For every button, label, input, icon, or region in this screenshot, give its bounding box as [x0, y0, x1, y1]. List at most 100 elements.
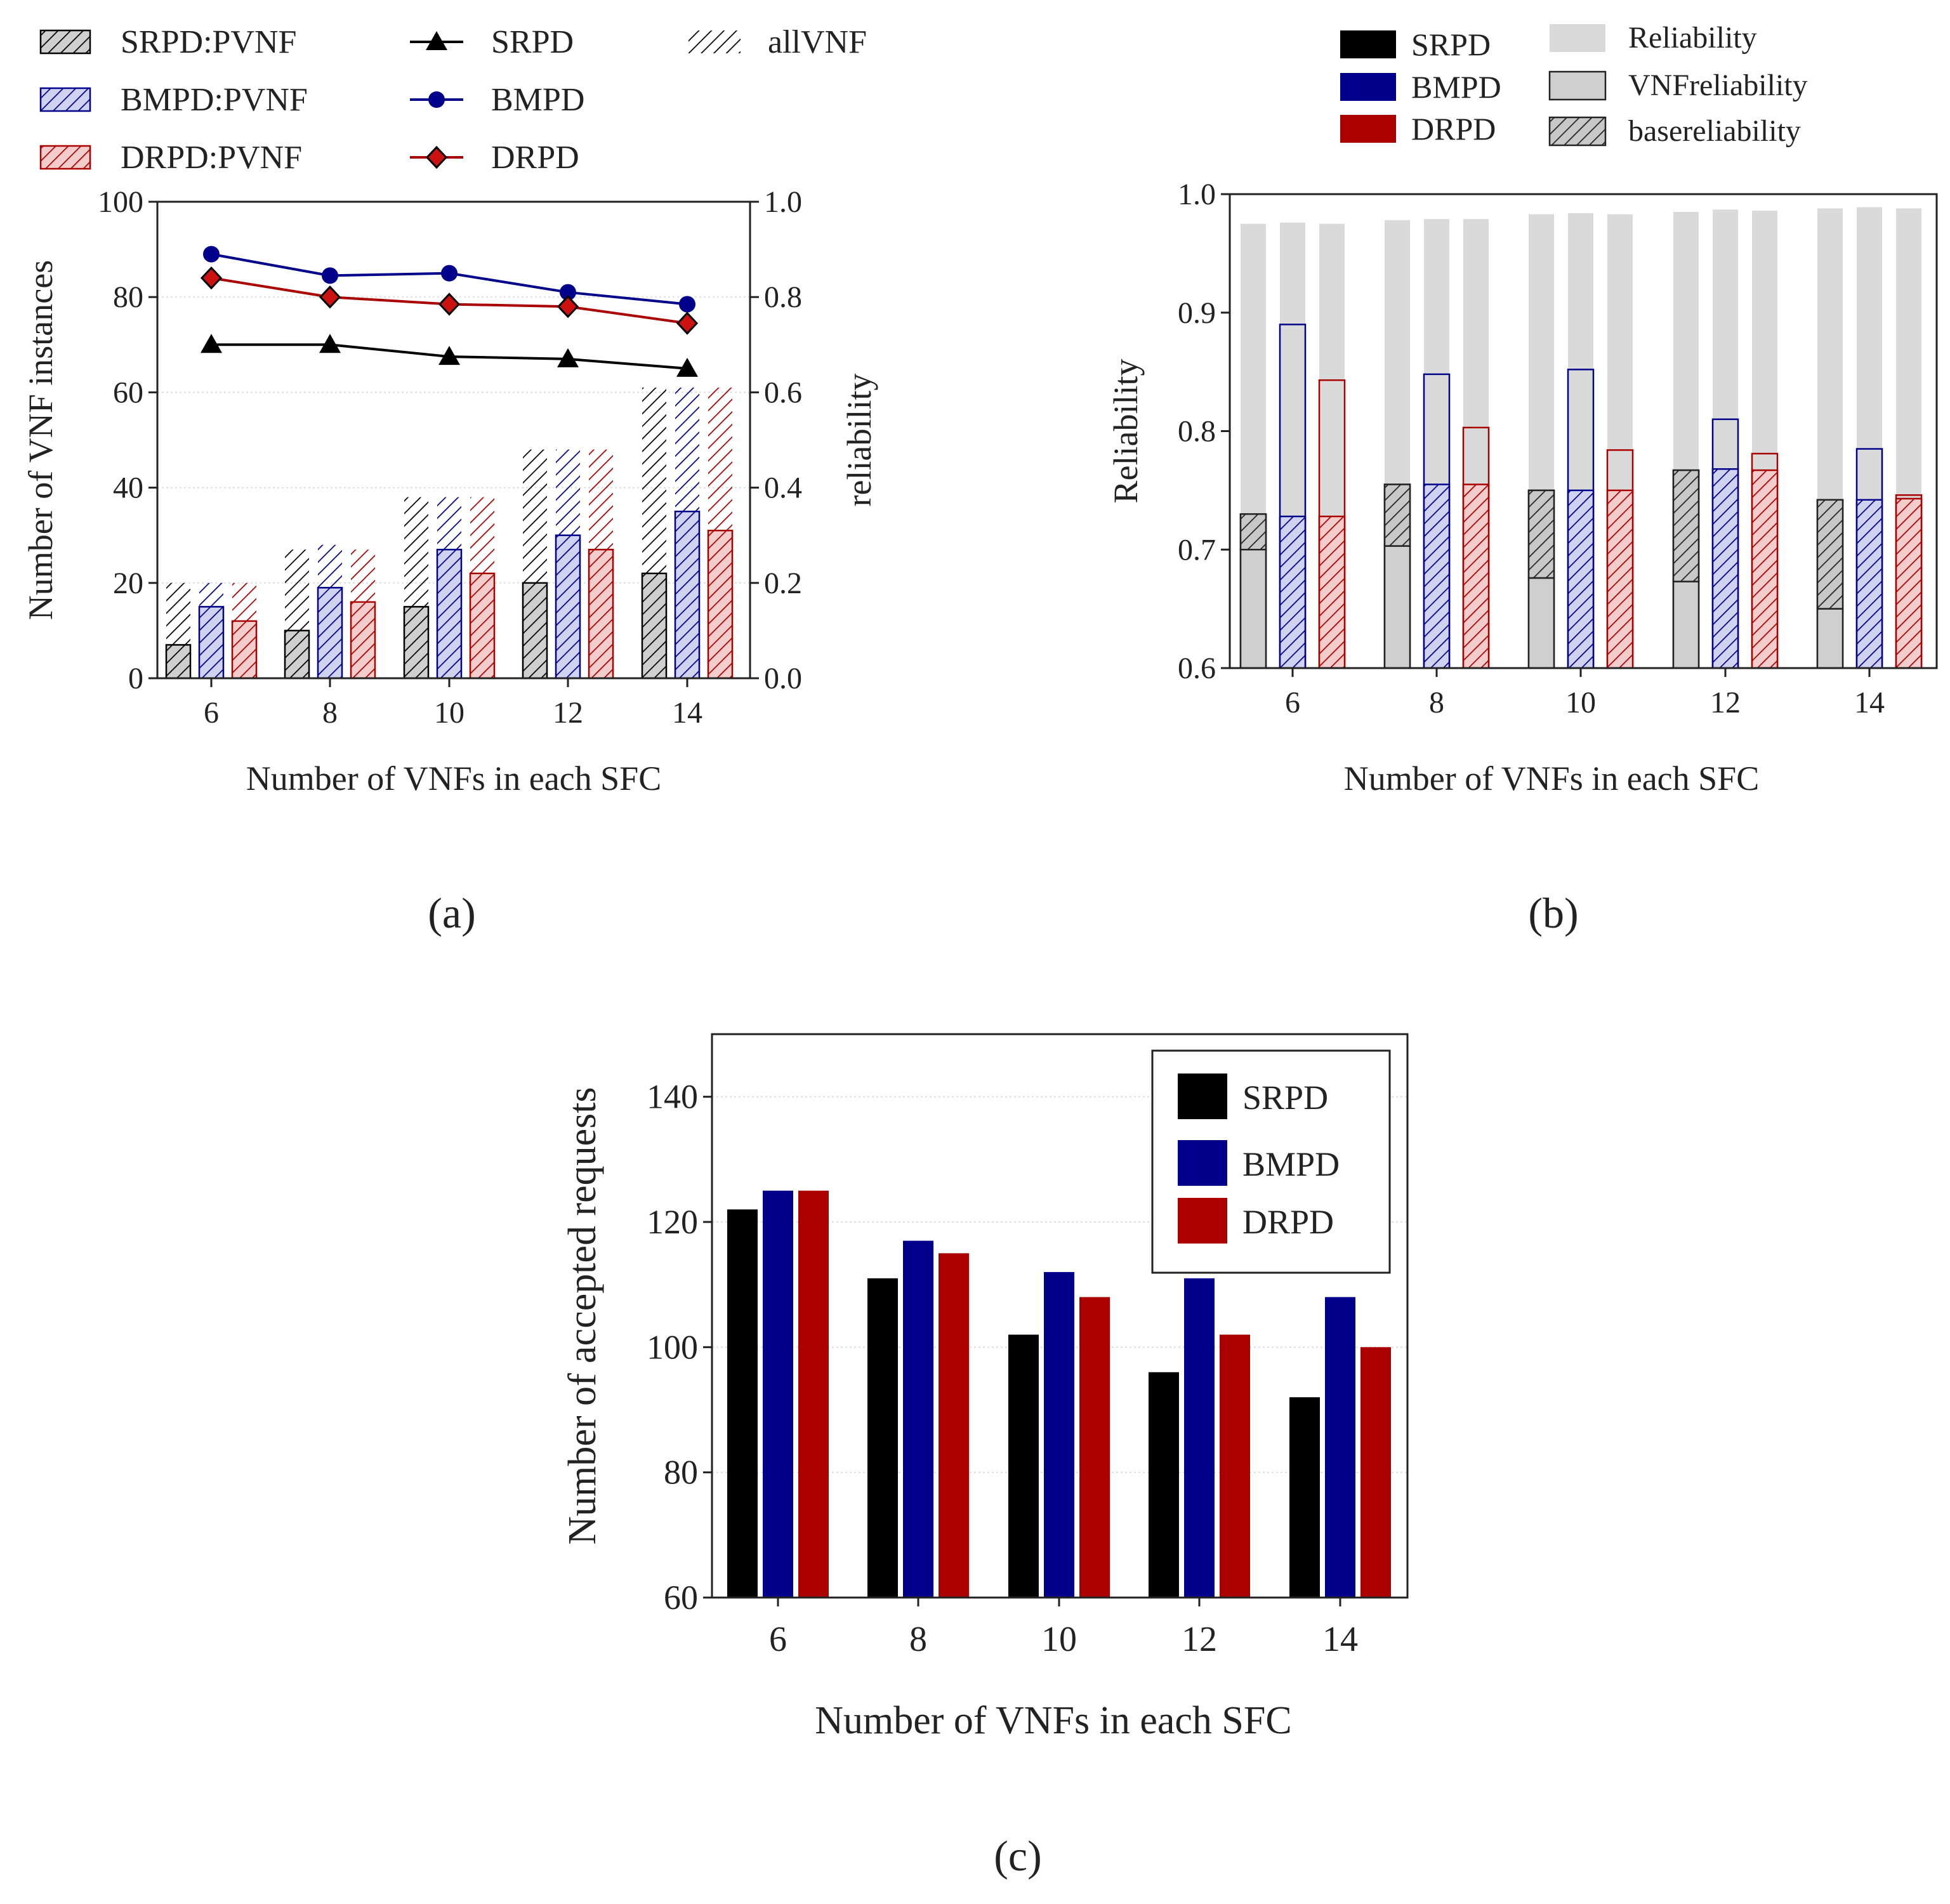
x-tick-label: 12 [553, 696, 583, 730]
bar-bmpd [1044, 1271, 1074, 1598]
y-tick-label: 40 [113, 471, 143, 505]
bar-basereliability-bmpd [1423, 483, 1451, 669]
bar-drpd [1360, 1347, 1391, 1598]
y-tick-label: 60 [113, 376, 143, 409]
bar-basereliability-drpd [1462, 483, 1490, 669]
legend-label: DRPD [1242, 1203, 1334, 1241]
marker-drpd [319, 286, 341, 309]
legend-label: SRPD [491, 24, 574, 60]
marker-drpd [200, 266, 223, 290]
bar-srpd [727, 1209, 758, 1598]
bar-basereliability-lower-srpd [1672, 581, 1700, 669]
legend-label: DRPD [1411, 111, 1496, 147]
bar-basereliability-srpd [1816, 499, 1844, 610]
legend-swatch-bmpd [1178, 1140, 1227, 1186]
x-tick-label: 8 [322, 696, 338, 730]
y-tick-label: 0.7 [1178, 533, 1216, 567]
legend-label: BMPD:PVNF [121, 82, 308, 118]
bar-bmpd [903, 1240, 933, 1598]
y-tick-label: 1.0 [1178, 178, 1216, 211]
plot-frame [1229, 193, 1938, 669]
panel-a: 0 20 40 60 80 100 0.0 0.2 0.4 0.6 0.8 1.0 6 8 10 12 14 Nu… [22, 24, 878, 798]
x-tick-label: 10 [1041, 1620, 1077, 1659]
bar-basereliability-lower-srpd [1239, 549, 1267, 669]
x-tick-label: 6 [769, 1620, 787, 1659]
y-axis-label: Reliability [1107, 359, 1145, 504]
bar-basereliability-bmpd [1711, 468, 1739, 669]
bar-pvnf-bmpd [555, 534, 581, 680]
x-tick-label: 8 [1429, 686, 1444, 719]
bar-basereliability-lower-srpd [1383, 545, 1411, 669]
bar-pvnf-srpd [641, 572, 668, 680]
x-tick-label: 14 [1322, 1620, 1358, 1659]
bar-basereliability-lower-srpd [1527, 577, 1555, 669]
bar-basereliability-bmpd [1279, 515, 1307, 669]
panel-c: 60 80 100 120 140 6 8 10 12 14 Number of VNFs in e… [561, 1033, 1409, 1742]
caption-c: (c) [994, 1832, 1041, 1880]
bar-drpd [798, 1190, 829, 1598]
y-tick-label: 0.9 [1178, 296, 1216, 330]
bar-bmpd [1184, 1278, 1215, 1598]
x-tick-label: 12 [1182, 1620, 1217, 1659]
legend-swatch-vnfreliability [1548, 70, 1607, 101]
legend-marker [426, 31, 447, 50]
bar-pvnf-drpd [231, 620, 258, 680]
x-tick-label: 6 [204, 696, 219, 730]
y-tick-label: 80 [113, 280, 143, 314]
y-axis-label: Number of accepted requests [561, 1087, 604, 1544]
marker-srpd [201, 334, 222, 353]
bar-pvnf-srpd [403, 606, 430, 680]
x-tick-label: 12 [1710, 686, 1741, 719]
y-tick-label: 140 [647, 1078, 698, 1116]
bar-basereliability-drpd [1751, 469, 1779, 669]
bar-basereliability-srpd [1672, 469, 1700, 582]
legend-swatch-drpd [1178, 1198, 1227, 1244]
y-tick-label: 0 [128, 662, 143, 695]
legend-label: Reliability [1628, 21, 1757, 55]
caption-b: (b) [1528, 889, 1578, 937]
y2-tick-label: 0.8 [764, 280, 802, 314]
bar-pvnf-srpd [165, 644, 192, 680]
y-tick-label: 60 [664, 1579, 698, 1617]
legend-swatch-srpd-pvnf [39, 29, 91, 55]
legend-marker [428, 91, 445, 108]
x-tick-label: 14 [672, 696, 702, 730]
bar-bmpd [763, 1190, 793, 1598]
bar-drpd [1079, 1297, 1110, 1598]
legend-label: SRPD [1411, 27, 1491, 62]
bar-srpd [867, 1278, 898, 1598]
marker-drpd [676, 312, 699, 335]
marker-srpd [438, 346, 460, 365]
bar-pvnf-bmpd [198, 606, 225, 680]
bar-pvnf-drpd [350, 601, 376, 680]
y2-tick-label: 0.6 [764, 376, 802, 409]
x-tick-label: 6 [1285, 686, 1300, 719]
bar-basereliability-drpd [1606, 489, 1634, 669]
legend-label: SRPD [1242, 1079, 1328, 1117]
y-axis-label: Number of VNF instances [22, 260, 60, 620]
legend-swatch-reliability [1550, 24, 1605, 52]
bar-pvnf-drpd [588, 548, 614, 680]
legend-label: VNFreliability [1628, 69, 1808, 102]
bar-basereliability-drpd [1318, 515, 1346, 669]
bar-basereliability-bmpd [1855, 499, 1883, 669]
x-tick-label: 8 [909, 1620, 927, 1659]
legend-label: DRPD [491, 140, 579, 176]
y-tick-label: 80 [664, 1454, 698, 1492]
x-tick-label: 10 [434, 696, 464, 730]
legend-label: DRPD:PVNF [121, 140, 302, 176]
bar-srpd [1289, 1397, 1320, 1598]
y-tick-label: 20 [113, 567, 143, 600]
marker-drpd [557, 295, 579, 318]
marker-bmpd [203, 246, 220, 263]
bar-pvnf-bmpd [436, 548, 463, 680]
marker-srpd [319, 334, 341, 353]
bar-basereliability-srpd [1239, 513, 1267, 551]
legend-label: basereliability [1628, 114, 1801, 148]
legend-label: BMPD [1242, 1145, 1340, 1183]
y2-tick-label: 1.0 [764, 185, 802, 219]
x-tick-label: 10 [1565, 686, 1596, 719]
bar-pvnf-bmpd [317, 587, 343, 680]
bar-srpd [1149, 1372, 1179, 1598]
bar-drpd [939, 1253, 969, 1598]
